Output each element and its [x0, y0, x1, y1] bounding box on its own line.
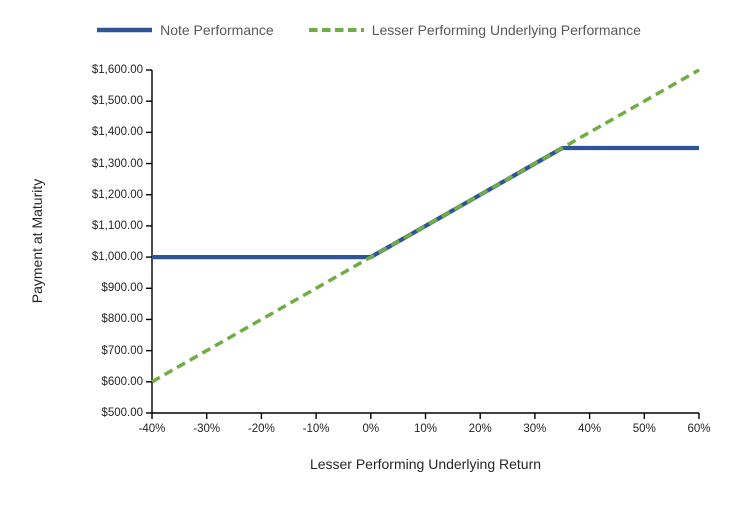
series-line-lesser-performing-underlying-performance — [151, 68, 700, 384]
x-tick-label: -10% — [302, 423, 330, 435]
y-tick-label: $500.00 — [101, 407, 143, 419]
legend-item-lesser-performing: Lesser Performing Underlying Performance — [308, 22, 641, 38]
y-tick-label: $600.00 — [101, 375, 143, 388]
lesser-performing-line-sample — [308, 28, 364, 32]
x-tick-label: 50% — [632, 423, 656, 435]
x-tick-label: -30% — [193, 423, 221, 435]
note-performance-line-sample — [97, 27, 153, 33]
x-tick-label: 20% — [468, 423, 492, 435]
x-tick-label: 10% — [413, 423, 438, 435]
x-axis-title: Lesser Performing Underlying Return — [309, 456, 542, 472]
x-tick-label: 60% — [687, 423, 711, 435]
x-tick-label: 30% — [523, 423, 547, 435]
y-tick-label: $1,100.00 — [91, 219, 143, 232]
y-tick-label: $1,000.00 — [91, 251, 143, 264]
legend: Note Performance Lesser Performing Under… — [0, 22, 737, 38]
x-tick-label: 0% — [362, 423, 380, 435]
y-tick-label: $1,300.00 — [91, 157, 143, 170]
y-tick-label: $900.00 — [101, 282, 143, 295]
x-tick-label: 40% — [578, 423, 602, 435]
legend-label-lesser-performing: Lesser Performing Underlying Performance — [371, 22, 641, 38]
y-tick-label: $1,600.00 — [91, 64, 143, 76]
y-axis-title: Payment at Maturity — [29, 178, 45, 304]
legend-item-note-performance: Note Performance — [96, 22, 274, 38]
y-tick-label: $700.00 — [101, 344, 143, 357]
y-tick-label: $800.00 — [101, 313, 143, 326]
x-tick-label: -20% — [247, 423, 275, 435]
x-tick-label: -40% — [138, 423, 166, 435]
y-tick-label: $1,500.00 — [91, 95, 143, 108]
y-tick-label: $1,400.00 — [91, 126, 143, 139]
y-tick-label: $1,200.00 — [91, 188, 143, 201]
series-line-note-performance — [152, 145, 699, 260]
legend-label-note-performance: Note Performance — [160, 22, 274, 38]
